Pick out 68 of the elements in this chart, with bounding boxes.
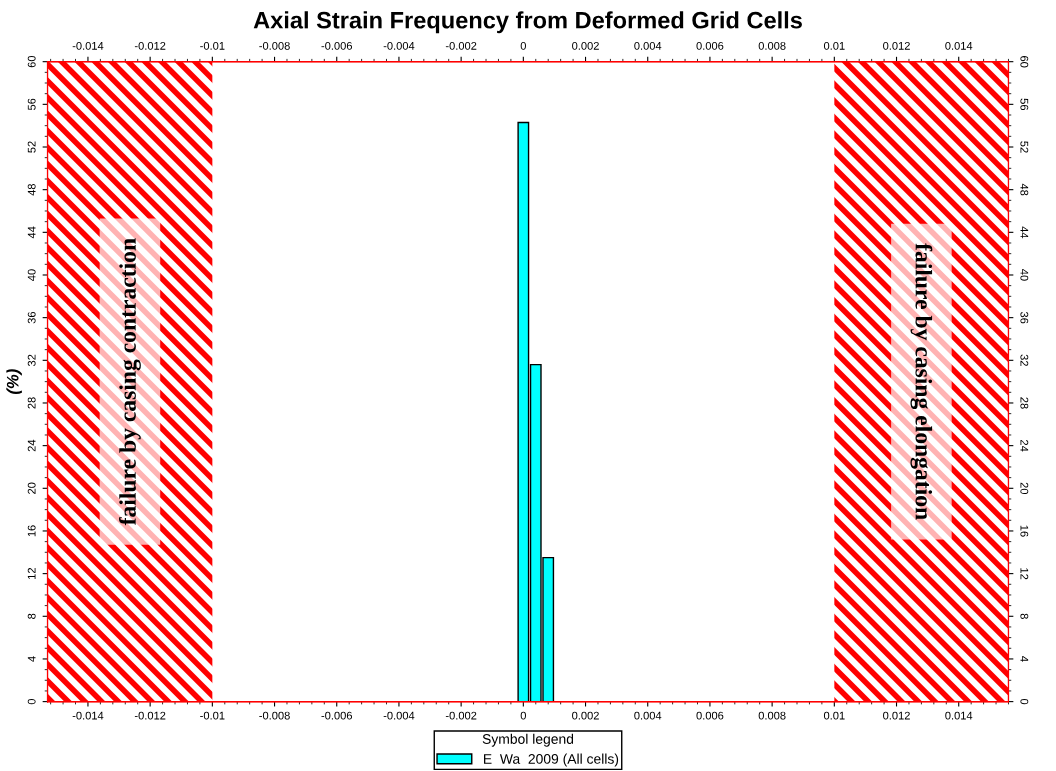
y-tick-label: 4 [27,656,36,662]
x2-tick-label: 0.008 [758,41,786,50]
x-tick-label: 0.014 [945,711,973,720]
y-tick-label: 56 [27,98,36,111]
chart-title: Axial Strain Frequency from Deformed Grid Cells [253,11,802,34]
y2-tick-label: 0 [1020,698,1029,705]
x-tick-label: -0.006 [321,711,353,720]
x2-tick-label: 0.012 [883,41,910,50]
y-tick-label: 60 [27,55,36,68]
legend-title: Symbol legend [482,733,574,747]
y2-tick-label: 52 [1020,141,1029,153]
x2-tick-label: -0.012 [134,41,166,50]
x2-tick-label: 0.014 [945,41,973,50]
y-tick-label: 8 [27,613,36,619]
y-axis-title: (%) [6,369,22,394]
x2-tick-label: 0.006 [696,41,724,50]
x-tick-label: 0.008 [758,711,786,720]
x2-tick-label: -0.006 [321,41,353,50]
x-tick-label: 0.002 [572,711,599,720]
y2-tick-label: 4 [1020,656,1029,662]
y2-tick-label: 40 [1020,269,1029,281]
y2-tick-label: 20 [1020,482,1029,495]
y-tick-label: 12 [27,568,36,579]
x2-tick-label: -0.01 [200,41,225,50]
x-tick-label: 0.01 [823,711,845,720]
x-tick-label: 0.006 [696,711,724,720]
x2-tick-label: 0.004 [634,41,662,50]
y-tick-label: 40 [27,269,36,281]
y2-tick-label: 60 [1020,56,1029,68]
x-tick-label: -0.002 [445,711,477,720]
y2-tick-label: 28 [1020,397,1029,409]
y2-tick-label: 44 [1020,226,1029,239]
x-tick-label: -0.004 [383,711,415,720]
y2-tick-label: 24 [1020,440,1029,452]
y-tick-label: 24 [27,439,36,452]
y2-tick-label: 36 [1020,311,1029,324]
y2-tick-label: 8 [1020,613,1029,619]
y-tick-label: 52 [27,141,36,153]
y2-tick-label: 12 [1020,568,1029,580]
band-label: failure by casing contraction [119,238,141,526]
x2-tick-label: -0.008 [259,41,290,50]
y2-tick-label: 48 [1020,183,1029,196]
x2-tick-label: -0.014 [72,41,104,50]
y-tick-label: 16 [27,525,36,537]
legend-label: E Wa 2009 (All cells) [484,753,619,767]
x2-tick-label: 0 [520,41,526,50]
x-tick-label: -0.012 [134,711,166,720]
x2-tick-label: 0.01 [823,41,845,50]
x2-tick-label: -0.004 [383,41,415,50]
y-tick-label: 0 [27,698,36,705]
y-tick-label: 32 [27,354,36,367]
y-tick-label: 48 [27,183,36,196]
band-label: failure by casing elongation [910,243,933,520]
y2-tick-label: 32 [1020,354,1029,366]
y-tick-label: 36 [27,311,36,324]
y2-tick-label: 16 [1020,525,1029,537]
y-tick-label: 20 [27,482,36,494]
x-tick-label: -0.01 [200,711,225,720]
y2-tick-label: 56 [1020,98,1029,111]
x-tick-label: 0 [520,711,526,720]
x-tick-label: -0.008 [259,711,290,720]
x2-tick-label: -0.002 [445,41,477,50]
x-tick-label: -0.014 [72,711,104,720]
x2-tick-label: 0.002 [572,41,599,50]
y-tick-label: 44 [27,226,36,239]
x-tick-label: 0.012 [883,711,910,720]
y-tick-label: 28 [27,397,36,409]
x-tick-label: 0.004 [634,711,662,720]
